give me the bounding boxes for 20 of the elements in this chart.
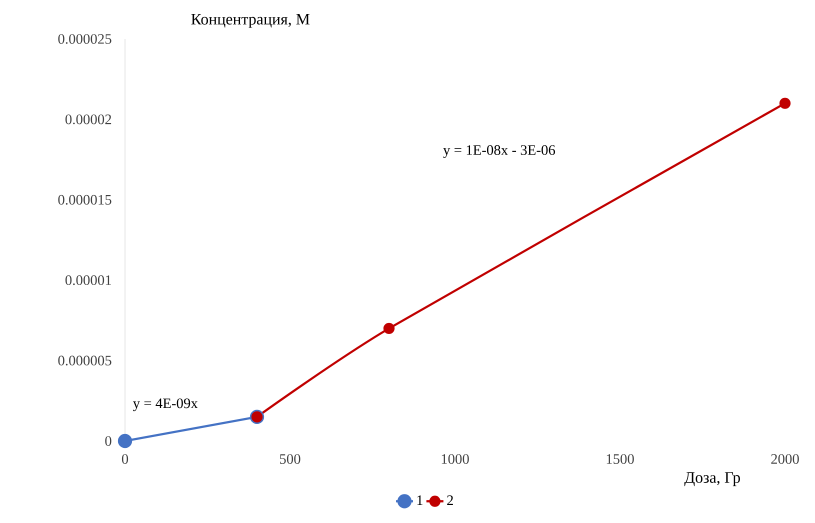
x-axis-title: Доза, Гр (684, 472, 740, 486)
legend-label: 2 (447, 495, 453, 505)
point (383, 322, 395, 334)
annotation: y = 4E-09x (132, 398, 198, 412)
x-tick-label: 500 (280, 454, 300, 464)
y-tick-label: 0.000025 (58, 34, 112, 44)
annotation: y = 1E-08x - 3E-06 (443, 145, 556, 158)
y-tick-label: 0 (105, 436, 112, 446)
legend-label: 1 (417, 495, 422, 505)
x-tick-label: 0 (122, 454, 128, 464)
point (118, 434, 132, 448)
x-tick-label: 2000 (771, 454, 799, 464)
y-tick-label: 0.00001 (65, 275, 112, 286)
y-tick-label: 0.000015 (58, 194, 112, 205)
x-tick-label: 1000 (442, 454, 469, 464)
y-tick-label: 0.000005 (58, 356, 112, 366)
y-tick-label: 0.00002 (65, 114, 112, 124)
y-axis-title: Концентрация, М (191, 14, 310, 28)
x-tick-label: 1500 (606, 454, 634, 464)
point (779, 98, 791, 109)
